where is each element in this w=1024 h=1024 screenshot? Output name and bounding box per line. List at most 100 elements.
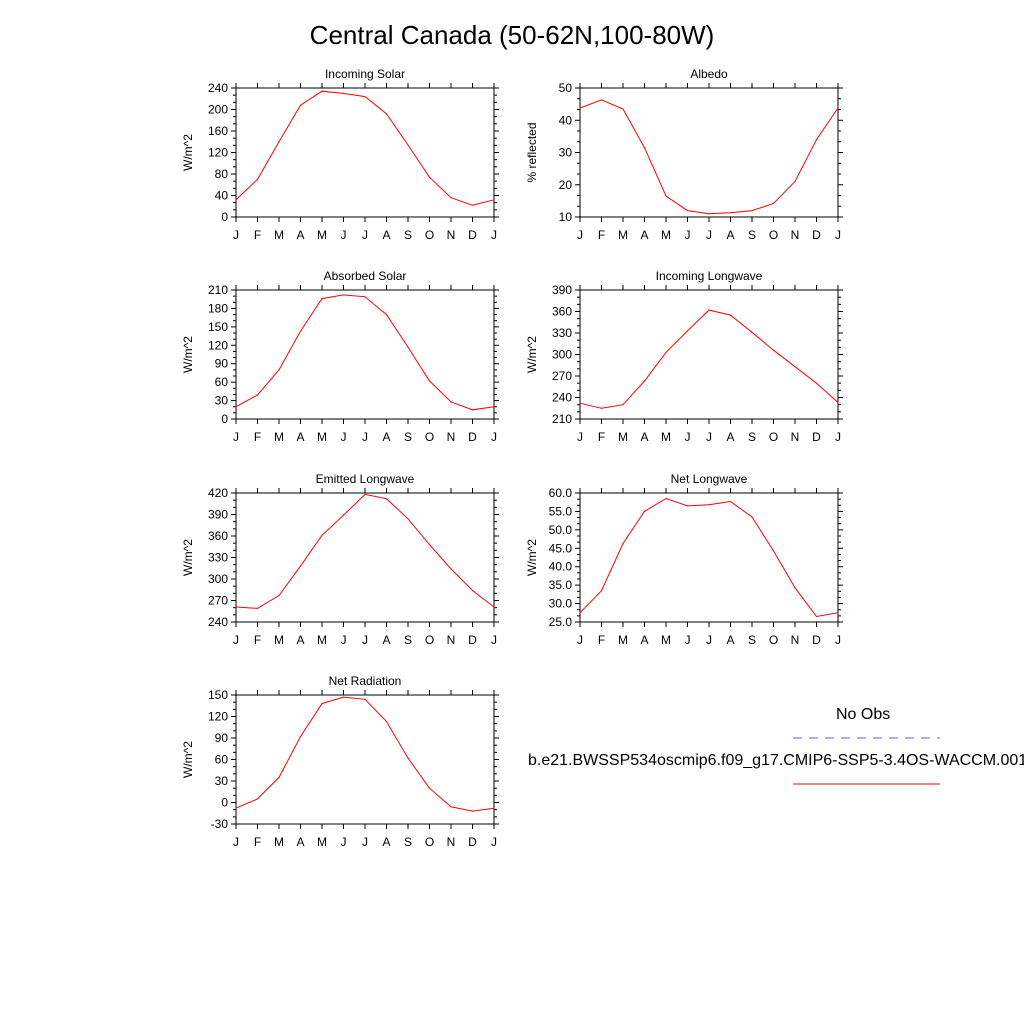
y-tick-label: 200 <box>208 103 228 117</box>
x-tick-label: F <box>254 633 261 647</box>
x-tick-label: J <box>706 430 712 444</box>
y-tick-label: 50 <box>559 81 573 95</box>
y-tick-label: 330 <box>208 551 228 565</box>
x-tick-label: F <box>254 430 261 444</box>
y-tick-label: 60 <box>215 375 229 389</box>
data-point <box>321 298 323 300</box>
x-tick-label: O <box>769 633 778 647</box>
x-tick-label: J <box>233 430 239 444</box>
y-tick-label: 270 <box>208 594 228 608</box>
x-tick-label: S <box>748 430 756 444</box>
x-tick-label: N <box>791 430 800 444</box>
data-point <box>751 516 753 518</box>
x-tick-label: O <box>425 835 434 849</box>
x-tick-label: F <box>598 430 605 444</box>
data-point <box>643 510 646 513</box>
y-tick-label: 90 <box>215 731 229 745</box>
data-point <box>686 330 689 332</box>
data-point <box>256 798 259 800</box>
x-tick-label: A <box>296 430 304 444</box>
data-point <box>622 542 624 545</box>
panel-incoming-longwave: J F M A M J J A S O N D J210240270300330360390Incomi… <box>525 269 843 444</box>
x-tick-label: M <box>661 633 671 647</box>
y-tick-label: 390 <box>552 283 572 297</box>
y-tick-label: 90 <box>215 357 229 371</box>
x-tick-label: M <box>618 633 628 647</box>
data-point <box>256 178 259 180</box>
panel-emitted-longwave: J F M A M J J A S O N D J240270300330360390420Emitte… <box>181 472 499 647</box>
panel-title: Albedo <box>690 67 728 81</box>
x-tick-label: J <box>577 430 583 444</box>
data-point <box>235 606 237 608</box>
y-tick-label: 0 <box>221 210 228 224</box>
series-line-net-radiation <box>235 696 495 812</box>
x-tick-label: D <box>468 633 477 647</box>
x-tick-label: J <box>341 633 347 647</box>
y-tick-label: 160 <box>208 124 228 138</box>
x-tick-label: A <box>726 633 734 647</box>
data-point <box>235 807 237 809</box>
data-point <box>643 147 646 149</box>
panel-title: Net Longwave <box>671 472 748 486</box>
x-tick-label: J <box>233 228 239 242</box>
x-tick-label: S <box>404 228 412 242</box>
data-point <box>837 107 839 109</box>
data-point <box>278 594 280 597</box>
y-tick-label: 330 <box>552 326 572 340</box>
data-point <box>407 346 409 348</box>
series-line-incoming-solar <box>235 90 495 206</box>
x-tick-label: N <box>447 633 456 647</box>
legend-lines <box>793 737 940 785</box>
y-tick-label: 210 <box>208 283 228 297</box>
data-point <box>837 401 839 404</box>
data-point <box>686 209 689 212</box>
x-tick-label: M <box>274 835 284 849</box>
data-point <box>772 202 775 205</box>
y-tick-label: 150 <box>208 320 228 334</box>
y-tick-label: 240 <box>208 615 228 629</box>
y-tick-label: 40.0 <box>549 560 573 574</box>
data-point <box>665 497 667 500</box>
data-point <box>278 369 280 371</box>
x-tick-label: M <box>317 228 327 242</box>
x-tick-label: N <box>447 430 456 444</box>
x-tick-label: S <box>404 633 412 647</box>
data-point <box>622 404 624 406</box>
x-tick-label: O <box>425 633 434 647</box>
data-point <box>708 213 710 215</box>
x-tick-label: A <box>296 633 304 647</box>
data-point <box>428 176 431 178</box>
data-point <box>751 331 753 333</box>
y-tick-label: 300 <box>208 572 228 586</box>
data-point <box>471 409 474 411</box>
data-point <box>794 587 796 589</box>
x-tick-label: J <box>362 633 368 647</box>
x-tick-label: J <box>362 228 368 242</box>
data-point <box>686 505 689 507</box>
x-tick-label: J <box>341 228 347 242</box>
x-tick-label: D <box>812 430 821 444</box>
panel-title: Incoming Solar <box>325 67 405 81</box>
y-tick-label: 60 <box>215 753 229 767</box>
x-tick-label: J <box>685 228 691 242</box>
x-tick-label: J <box>835 430 841 444</box>
data-point <box>407 144 409 146</box>
y-tick-label: 390 <box>208 508 228 522</box>
data-point <box>772 550 775 552</box>
data-point <box>342 294 345 296</box>
data-point <box>428 380 431 382</box>
x-tick-label: J <box>341 835 347 849</box>
y-tick-label: 50.0 <box>549 523 573 537</box>
data-point <box>600 590 603 592</box>
x-tick-label: M <box>274 228 284 242</box>
x-tick-label: M <box>618 430 628 444</box>
y-tick-label: 30 <box>559 146 573 160</box>
plot-frame <box>579 492 839 623</box>
x-tick-label: O <box>769 228 778 242</box>
data-point <box>772 349 775 351</box>
y-tick-label: 180 <box>208 301 228 315</box>
y-axis-label: W/m^2 <box>525 336 539 373</box>
